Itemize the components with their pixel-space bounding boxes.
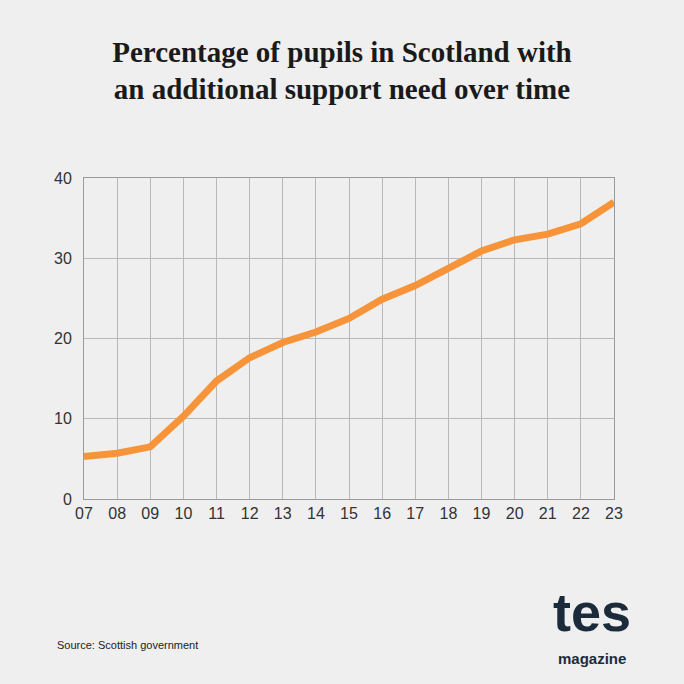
- svg-text:20: 20: [54, 330, 72, 347]
- svg-text:Source: Scottish government: Source: Scottish government: [57, 639, 198, 651]
- svg-text:16: 16: [373, 505, 391, 522]
- svg-text:magazine: magazine: [558, 650, 626, 667]
- svg-text:10: 10: [54, 410, 72, 427]
- svg-text:19: 19: [473, 505, 491, 522]
- svg-text:23: 23: [605, 505, 623, 522]
- svg-text:18: 18: [439, 505, 457, 522]
- svg-text:15: 15: [340, 505, 358, 522]
- svg-text:08: 08: [108, 505, 126, 522]
- svg-text:21: 21: [539, 505, 557, 522]
- svg-text:tes: tes: [553, 582, 631, 642]
- svg-text:07: 07: [75, 505, 93, 522]
- svg-text:09: 09: [141, 505, 159, 522]
- svg-text:11: 11: [208, 505, 225, 522]
- svg-text:10: 10: [174, 505, 192, 522]
- svg-text:Percentage of pupils in Scotla: Percentage of pupils in Scotland withan …: [112, 36, 571, 106]
- svg-text:0: 0: [63, 491, 72, 508]
- svg-text:22: 22: [572, 505, 590, 522]
- svg-text:13: 13: [274, 505, 292, 522]
- svg-text:14: 14: [307, 505, 325, 522]
- svg-text:17: 17: [406, 505, 424, 522]
- svg-text:30: 30: [54, 250, 72, 267]
- svg-text:40: 40: [54, 170, 72, 187]
- svg-text:12: 12: [241, 505, 259, 522]
- svg-text:20: 20: [506, 505, 524, 522]
